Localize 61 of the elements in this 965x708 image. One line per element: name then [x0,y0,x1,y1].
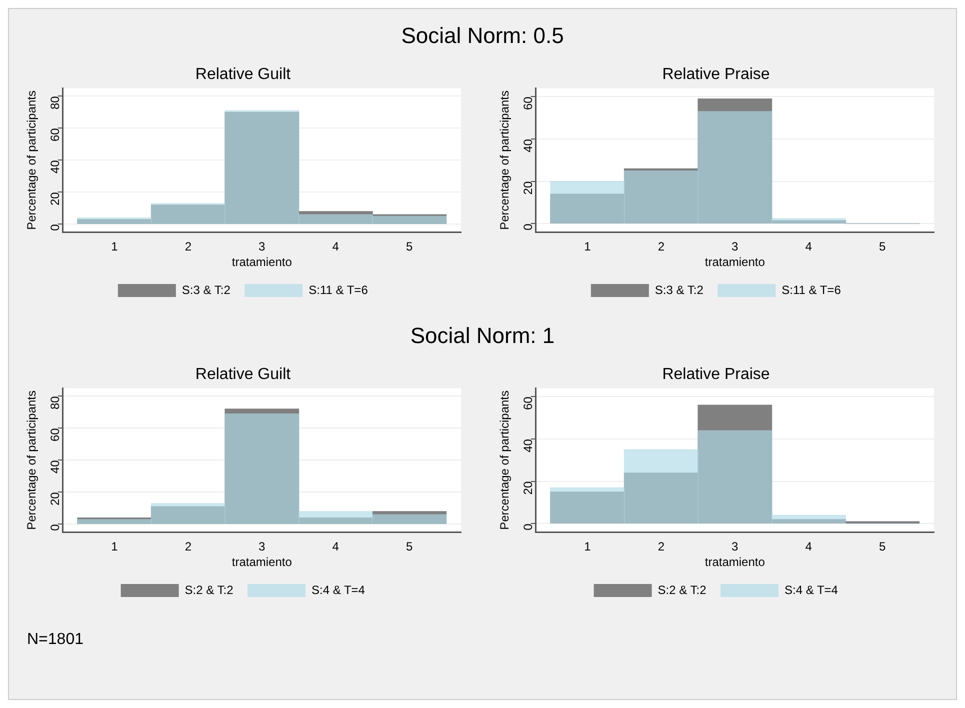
y-tick-label: 0 [48,224,62,231]
chart-title: Relative Praise [662,66,770,84]
y-tick-label: 60 [521,396,536,410]
x-axis-title: tratamiento [232,255,292,270]
x-tick-label: 5 [406,540,413,554]
x-tick-label: 3 [258,540,266,554]
legend-label: S:4 & T=4 [784,582,839,597]
legend-label: S:3 & T:2 [182,282,230,297]
y-tick-label: 80 [48,396,62,410]
y-tick-label: 40 [521,438,536,452]
y-axis-title: Percentage of participants [498,90,512,230]
legend-label: S:11 & T=6 [782,282,842,297]
x-tick-label: 3 [732,240,739,254]
text: Social Norm: 1 [409,322,556,350]
text: N=1801 [26,630,84,649]
y-tick-label: 0 [521,223,536,230]
x-tick-label: 1 [110,540,118,554]
x-tick-label: 4 [806,240,813,254]
y-tick-label: 0 [48,524,62,531]
y-axis-title: Percentage of participants [24,390,38,530]
y-tick-label: 40 [48,160,62,174]
x-tick-label: 2 [184,240,192,254]
x-axis-title: tratamiento [232,555,292,570]
x-tick-label: 1 [110,240,118,254]
legend-label: S:11 & T=6 [308,282,368,297]
y-tick-label: 60 [521,96,536,110]
x-axis-title: tratamiento [705,555,766,570]
text: Social Norm: 0.5 [400,22,565,50]
y-tick-label: 60 [48,128,62,142]
x-tick-label: 4 [332,240,340,254]
chart-title: Relative Praise [662,366,770,384]
y-tick-label: 40 [521,138,536,152]
x-tick-label: 1 [584,540,592,554]
legend-label: S:2 & T:2 [184,582,234,597]
legend-label: S:4 & T=4 [311,582,366,597]
x-tick-label: 2 [658,240,666,254]
y-tick-label: 0 [521,523,536,530]
x-tick-label: 4 [332,540,340,554]
x-axis-title: tratamiento [705,255,766,270]
x-tick-label: 4 [806,540,813,554]
y-axis-title: Percentage of participants [498,390,512,530]
y-axis-title: Percentage of participants [24,90,38,230]
x-tick-label: 2 [184,540,192,554]
y-tick-label: 20 [521,181,536,195]
x-tick-label: 5 [406,240,413,254]
chart-title: Relative Guilt [195,366,291,384]
y-tick-label: 20 [48,192,62,206]
x-tick-label: 5 [879,240,886,254]
y-tick-label: 40 [48,460,62,474]
x-tick-label: 2 [658,540,666,554]
legend-label: S:2 & T:2 [658,582,707,597]
x-tick-label: 5 [879,540,886,554]
x-tick-label: 1 [584,240,592,254]
y-tick-label: 80 [48,96,62,110]
y-tick-label: 20 [48,492,62,506]
legend-label: S:3 & T:2 [655,282,704,297]
y-tick-label: 20 [521,481,536,495]
x-tick-label: 3 [258,240,266,254]
chart-title: Relative Guilt [195,66,291,84]
y-tick-label: 60 [48,428,62,442]
x-tick-label: 3 [732,540,739,554]
